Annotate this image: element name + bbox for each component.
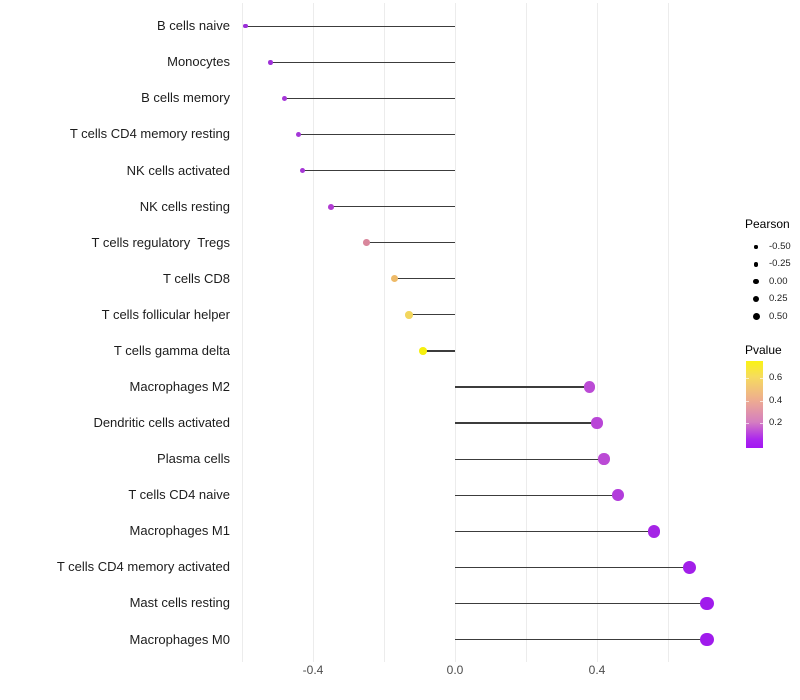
- pearson-legend-dot: [754, 245, 758, 249]
- lollipop-stick: [408, 314, 455, 316]
- data-point-dot: [584, 381, 596, 393]
- data-point-dot: [282, 95, 288, 101]
- pvalue-colorbar-gradient: [746, 361, 763, 448]
- pvalue-colorbar-tick-mark: [760, 377, 763, 379]
- pvalue-colorbar-tick-mark: [760, 423, 763, 425]
- data-point-dot: [243, 24, 248, 29]
- y-axis-category-label: T cells CD4 memory activated: [56, 559, 230, 575]
- y-axis-category-label: T cells CD4 memory resting: [69, 126, 230, 142]
- lollipop-stick: [423, 350, 455, 352]
- lollipop-stick: [270, 61, 455, 63]
- x-axis-tick-label: 0.4: [588, 663, 606, 677]
- y-axis-category-label: NK cells resting: [139, 198, 230, 214]
- y-axis-category-label: Monocytes: [167, 54, 230, 70]
- pearson-legend-label: 0.50: [769, 310, 788, 322]
- lollipop-stick: [455, 602, 708, 605]
- x-gridline: [667, 3, 669, 662]
- y-axis-category-label: Plasma cells: [157, 451, 230, 467]
- y-axis-category-label: Dendritic cells activated: [93, 415, 230, 431]
- data-point-dot: [299, 167, 305, 174]
- y-axis-category-label: B cells memory: [141, 90, 230, 106]
- x-gridline: [241, 3, 243, 662]
- y-axis-category-label: NK cells activated: [126, 162, 230, 178]
- lollipop-stick: [455, 386, 590, 388]
- lollipop-stick: [455, 638, 708, 641]
- data-point-dot: [591, 417, 603, 429]
- data-point-dot: [391, 275, 399, 283]
- data-point-dot: [700, 596, 714, 611]
- y-axis-category-label: T cells CD4 naive: [128, 487, 230, 503]
- x-gridline: [454, 3, 456, 662]
- data-point-dot: [419, 347, 427, 355]
- lollipop-stick: [455, 530, 654, 532]
- y-axis-category-label: Mast cells resting: [129, 595, 230, 611]
- y-axis-category-label: Macrophages M1: [129, 523, 230, 539]
- pearson-legend-dot: [753, 262, 759, 267]
- data-point-dot: [268, 59, 273, 65]
- lollipop-stick: [298, 133, 455, 136]
- lollipop-stick: [245, 25, 455, 27]
- lollipop-stick: [455, 422, 597, 424]
- lollipop-stick: [455, 494, 619, 496]
- pvalue-colorbar-tick-label: 0.4: [769, 395, 783, 407]
- y-axis-category-label: B cells naive: [157, 18, 230, 34]
- pearson-legend-dot: [752, 313, 760, 321]
- data-point-dot: [296, 131, 302, 138]
- lollipop-stick: [366, 242, 455, 244]
- y-axis-category-label: T cells CD8: [163, 270, 230, 286]
- y-axis-category-label: T cells regulatory Tregs: [91, 234, 230, 250]
- pearson-legend-title: Pearson: [745, 217, 790, 231]
- pearson-legend-label: -0.50: [769, 241, 791, 252]
- y-axis-category-label: Macrophages M0: [129, 631, 230, 647]
- data-point-dot: [700, 632, 714, 647]
- y-axis-category-label: T cells gamma delta: [113, 342, 230, 358]
- lollipop-stick: [302, 169, 455, 172]
- pvalue-colorbar-tick-mark: [746, 401, 749, 403]
- data-point-dot: [327, 203, 334, 210]
- x-gridline: [383, 3, 385, 662]
- lollipop-stick: [284, 97, 455, 99]
- pvalue-colorbar-tick-mark: [746, 377, 749, 379]
- pearson-legend-dot: [752, 296, 760, 303]
- y-axis-category-label: T cells follicular helper: [101, 306, 230, 322]
- pearson-legend-label: 0.00: [769, 275, 788, 287]
- pearson-legend-label: -0.25: [769, 258, 791, 270]
- x-gridline: [596, 3, 598, 662]
- data-point-dot: [612, 489, 625, 502]
- x-axis-tick-label: 0.0: [446, 663, 464, 677]
- lollipop-stick: [394, 278, 455, 280]
- x-gridline: [525, 3, 527, 662]
- data-point-dot: [362, 239, 370, 246]
- pvalue-colorbar-tick-label: 0.6: [769, 371, 783, 383]
- lollipop-stick: [455, 566, 690, 569]
- lollipop-stick: [330, 205, 455, 208]
- data-point-dot: [682, 560, 696, 574]
- pearson-legend-dot: [753, 279, 759, 285]
- y-axis-category-label: Macrophages M2: [129, 379, 230, 394]
- pearson-legend-label: 0.25: [769, 293, 788, 305]
- pvalue-colorbar-tick-mark: [746, 423, 749, 425]
- data-point-dot: [647, 525, 660, 538]
- pvalue-colorbar-tick-mark: [760, 401, 763, 403]
- x-axis-tick-label: -0.4: [302, 663, 324, 677]
- x-gridline: [312, 3, 314, 662]
- lollipop-stick: [455, 458, 605, 460]
- pvalue-legend-title: Pvalue: [745, 343, 782, 357]
- data-point-dot: [598, 453, 610, 465]
- data-point-dot: [405, 311, 413, 319]
- pvalue-colorbar-tick-label: 0.2: [769, 417, 783, 429]
